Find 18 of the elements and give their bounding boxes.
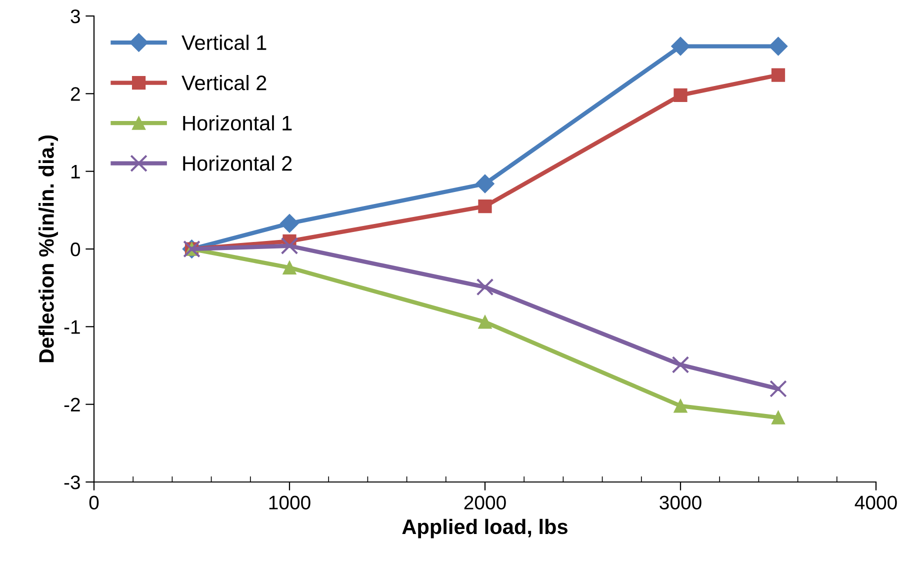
x-axis-title: Applied load, lbs (402, 518, 568, 538)
y-tick-label: 3 (70, 9, 80, 24)
y-tick-label: 1 (71, 165, 80, 178)
legend-label: Vertical 1 (182, 34, 266, 50)
legend-label: Horizontal 1 (183, 115, 292, 131)
y-tick-label: 0 (70, 242, 80, 256)
y-tick-label: -1 (64, 320, 80, 334)
y-tick-label: -2 (64, 398, 80, 412)
legend-label: Vertical 2 (182, 75, 266, 90)
y-tick-label: 2 (70, 87, 80, 101)
x-tick-label: 0 (89, 496, 99, 510)
legend-label: Horizontal 2 (183, 156, 292, 171)
x-tick-label: 4000 (854, 496, 897, 510)
x-tick-label: 2000 (464, 496, 506, 510)
y-axis-title: Deflection %(in/in. dia.) (38, 135, 58, 362)
x-tick-label: 1000 (269, 496, 310, 510)
y-tick-label: -3 (64, 475, 80, 490)
x-tick-label: 3000 (660, 496, 702, 510)
